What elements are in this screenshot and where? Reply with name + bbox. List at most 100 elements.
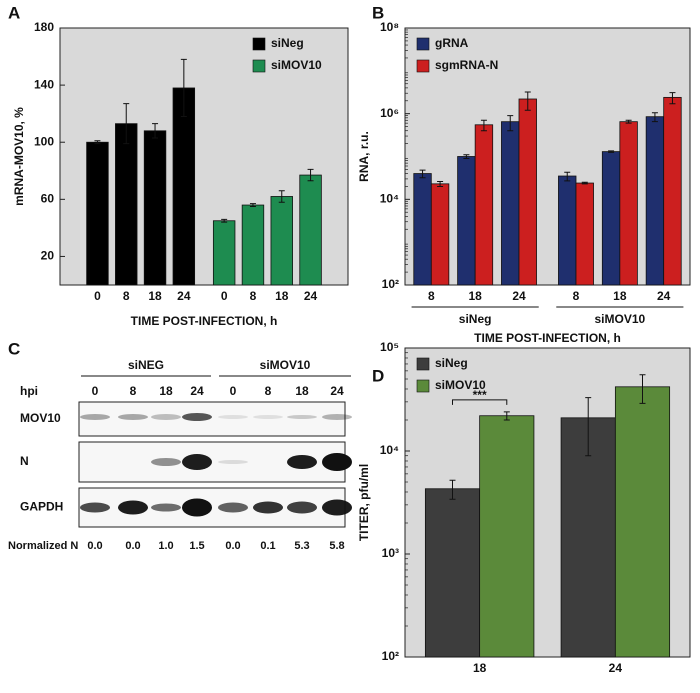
lane-label: 0 — [92, 384, 99, 398]
legend-label: siMOV10 — [435, 378, 486, 392]
x-tick-label: 24 — [177, 289, 191, 303]
blot-band — [151, 503, 181, 512]
blot-frame — [78, 401, 346, 437]
y-tick-label: 10⁴ — [380, 192, 399, 206]
panel-label: D — [372, 366, 384, 385]
group-label: siNeg — [459, 312, 492, 326]
bar — [619, 121, 638, 286]
x-tick-label: 8 — [250, 289, 257, 303]
x-tick-label: 24 — [609, 661, 623, 675]
lane-label: 8 — [265, 384, 272, 398]
blot-band — [287, 455, 317, 469]
y-tick-label: 10² — [382, 649, 399, 663]
error-bar — [669, 92, 676, 105]
y-tick-label: 20 — [41, 249, 55, 263]
blot-band — [253, 415, 283, 419]
blot-band — [118, 414, 148, 420]
blot-band — [182, 413, 212, 421]
error-bar — [480, 119, 487, 132]
error-bar — [249, 203, 256, 207]
x-tick-label: 18 — [148, 289, 162, 303]
bar — [479, 415, 535, 658]
bar — [614, 386, 671, 658]
bar — [212, 220, 236, 286]
legend-swatch — [416, 379, 430, 393]
lane-label: 24 — [190, 384, 204, 398]
error-bar — [437, 181, 444, 187]
y-axis-label: RNA, r.u. — [357, 131, 371, 182]
bar — [270, 196, 293, 286]
blot-band — [322, 453, 352, 471]
blot-band — [218, 415, 248, 419]
bar — [115, 123, 138, 286]
bar — [424, 488, 481, 658]
error-bar — [221, 218, 228, 223]
bar — [413, 173, 432, 286]
x-tick-label: 0 — [94, 289, 101, 303]
lane-label: 8 — [130, 384, 137, 398]
legend-swatch — [416, 357, 430, 371]
x-tick-label: 18 — [468, 289, 482, 303]
x-tick-label: 8 — [123, 289, 130, 303]
panel-label: C — [8, 339, 20, 358]
legend-label: siMOV10 — [271, 58, 322, 72]
x-tick-label: 24 — [512, 289, 526, 303]
x-tick-label: 24 — [304, 289, 318, 303]
group-label: siMOV10 — [594, 312, 645, 326]
lane-label: 18 — [295, 384, 309, 398]
error-bar — [123, 103, 130, 145]
row-label: N — [20, 454, 29, 468]
blot-band — [151, 414, 181, 420]
error-bar — [625, 119, 632, 124]
y-tick-label: 60 — [41, 192, 55, 206]
legend-label: gRNA — [435, 36, 469, 50]
annotation: *** — [473, 388, 487, 402]
bar — [299, 174, 322, 286]
legend-label: sgmRNA-N — [435, 58, 498, 72]
y-tick-label: 180 — [34, 20, 54, 34]
normalized-value: 5.8 — [329, 540, 344, 552]
error-bar — [278, 190, 285, 203]
error-bar — [524, 91, 531, 111]
blot-band — [182, 498, 212, 517]
error-bar — [564, 171, 571, 182]
legend-swatch — [252, 37, 266, 51]
error-bar — [463, 154, 470, 159]
normalized-value: 1.5 — [189, 540, 204, 552]
blot-band — [151, 458, 181, 466]
legend-swatch — [416, 59, 430, 73]
blot-band — [322, 414, 352, 420]
bar — [575, 182, 594, 286]
x-tick-label: 18 — [473, 661, 487, 675]
y-tick-label: 10³ — [382, 546, 399, 560]
legend-label: siNeg — [271, 36, 304, 50]
legend-swatch — [416, 37, 430, 51]
x-tick-label: 24 — [657, 289, 671, 303]
error-bar — [503, 411, 510, 421]
error-bar — [449, 479, 456, 500]
legend-label: siNeg — [435, 356, 468, 370]
y-tick-label: 10² — [382, 277, 399, 291]
x-axis-label: TIME POST-INFECTION, h — [474, 331, 621, 345]
y-tick-label: 140 — [34, 77, 54, 91]
x-tick-label: 8 — [573, 289, 580, 303]
normalized-value: 0.0 — [125, 540, 140, 552]
bar — [645, 116, 665, 286]
bracket — [452, 399, 508, 405]
blot-band — [253, 501, 283, 514]
normalized-value: 0.1 — [260, 540, 275, 552]
blot-band — [182, 454, 212, 470]
y-tick-label: 10⁵ — [380, 340, 399, 354]
bar — [601, 151, 621, 286]
bar — [86, 141, 109, 286]
x-tick-label: 18 — [613, 289, 627, 303]
x-tick-label: 8 — [428, 289, 435, 303]
blot-band — [218, 502, 248, 513]
error-bar — [307, 168, 314, 182]
legend-swatch — [252, 59, 266, 73]
row-label: MOV10 — [20, 411, 61, 425]
bar — [172, 87, 196, 286]
bar — [518, 98, 537, 286]
bar — [663, 96, 682, 286]
